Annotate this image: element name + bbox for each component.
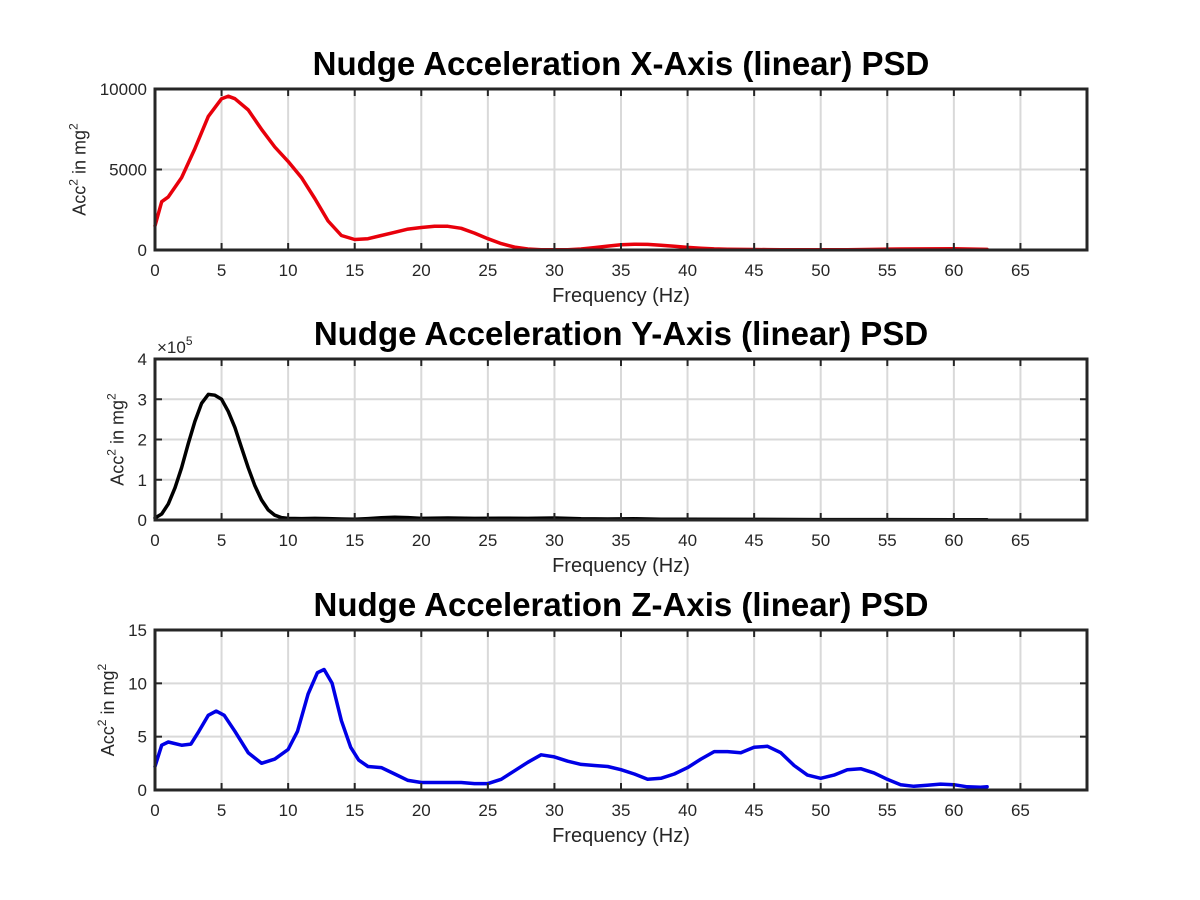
x-tick-label: 5 [217, 801, 226, 820]
x-tick-label: 35 [612, 531, 631, 550]
series-line-3 [153, 667, 989, 790]
x-tick-label: 35 [612, 261, 631, 280]
y-exponent-power: 5 [186, 334, 193, 348]
x-tick-label: 45 [745, 801, 764, 820]
y-tick-label: 2 [138, 431, 147, 450]
y-label-base: Acc [108, 456, 128, 486]
y-label-unit: in mg [98, 670, 118, 719]
x-tick-label: 10 [279, 531, 298, 550]
x-axis-label: Frequency (Hz) [552, 825, 690, 847]
x-tick-label: 65 [1011, 531, 1030, 550]
x-tick-label: 10 [279, 261, 298, 280]
x-tick-label: 30 [545, 801, 564, 820]
x-tick-label: 55 [878, 801, 897, 820]
x-tick-label: 30 [545, 531, 564, 550]
x-tick-label: 20 [412, 801, 431, 820]
y-label-sup: 2 [67, 179, 81, 186]
panel-3: 0 5 10 15 20 25 30 35 40 45 50 55 60 65 0 5 10 15 Nudge Ac… [95, 586, 1089, 847]
x-tick-label: 60 [944, 261, 963, 280]
y-tick-label: 5000 [109, 161, 147, 180]
y-label-unit-sup: 2 [95, 663, 109, 670]
x-tick-label: 50 [811, 261, 830, 280]
y-label-unit: in mg [108, 400, 128, 449]
y-label-base: Acc [98, 726, 118, 756]
x-tick-label: 15 [345, 261, 364, 280]
x-tick-label: 0 [150, 531, 159, 550]
y-tick-label: 3 [138, 390, 147, 409]
y-label-unit: in mg [70, 130, 90, 179]
x-tick-label: 25 [478, 531, 497, 550]
series-line-1 [153, 94, 989, 252]
y-label-sup: 2 [105, 449, 119, 456]
y-tick-label: 0 [138, 781, 147, 800]
y-axis-label: Acc2 in mg2 [67, 123, 90, 216]
x-tick-label: 50 [811, 531, 830, 550]
y-tick-label: 0 [138, 241, 147, 260]
axes-frame [153, 87, 1089, 252]
y-tick-label: 10 [128, 674, 147, 693]
y-tick-label: 0 [138, 511, 147, 530]
chart-title: Nudge Acceleration Z-Axis (linear) PSD [314, 586, 929, 623]
series-line-2 [153, 392, 989, 522]
x-tick-label: 55 [878, 261, 897, 280]
y-tick-label: 10000 [100, 80, 147, 99]
x-axis-label: Frequency (Hz) [552, 555, 690, 577]
y-exponent-prefix: ×10 [157, 338, 186, 357]
x-tick-label: 40 [678, 801, 697, 820]
axes-frame [153, 628, 1089, 792]
y-label-unit-sup: 2 [67, 123, 81, 130]
x-tick-label: 25 [478, 261, 497, 280]
y-label-base: Acc [70, 186, 90, 216]
x-tick-label: 65 [1011, 261, 1030, 280]
x-tick-label: 35 [612, 801, 631, 820]
x-tick-label: 25 [478, 801, 497, 820]
panel-1: 0 5 10 15 20 25 30 35 40 45 50 55 60 65 0 5000 10000 Nudg… [67, 45, 1089, 307]
chart-title: Nudge Acceleration X-Axis (linear) PSD [313, 45, 930, 82]
x-tick-label: 0 [150, 801, 159, 820]
x-tick-label: 40 [678, 531, 697, 550]
y-label-sup: 2 [95, 719, 109, 726]
x-tick-label: 20 [412, 261, 431, 280]
x-tick-label: 0 [150, 261, 159, 280]
x-tick-label: 15 [345, 531, 364, 550]
y-axis-label: Acc2 in mg2 [105, 393, 128, 486]
x-tick-label: 45 [745, 531, 764, 550]
x-tick-label: 45 [745, 261, 764, 280]
y-exponent-label: ×105 [157, 334, 193, 357]
y-tick-label: 1 [138, 471, 147, 490]
x-tick-label: 65 [1011, 801, 1030, 820]
chart-title: Nudge Acceleration Y-Axis (linear) PSD [314, 315, 928, 352]
y-tick-label: 5 [138, 728, 147, 747]
axes-frame [153, 357, 1089, 522]
x-tick-label: 20 [412, 531, 431, 550]
x-tick-label: 15 [345, 801, 364, 820]
x-axis-label: Frequency (Hz) [552, 285, 690, 307]
y-tick-label: 15 [128, 621, 147, 640]
x-tick-label: 5 [217, 531, 226, 550]
x-tick-label: 30 [545, 261, 564, 280]
x-tick-label: 55 [878, 531, 897, 550]
y-axis-label: Acc2 in mg2 [95, 663, 118, 756]
x-tick-label: 10 [279, 801, 298, 820]
x-tick-label: 60 [944, 801, 963, 820]
x-tick-label: 60 [944, 531, 963, 550]
x-tick-label: 5 [217, 261, 226, 280]
y-tick-label: 4 [138, 350, 147, 369]
x-tick-label: 50 [811, 801, 830, 820]
y-label-unit-sup: 2 [105, 393, 119, 400]
x-tick-label: 40 [678, 261, 697, 280]
